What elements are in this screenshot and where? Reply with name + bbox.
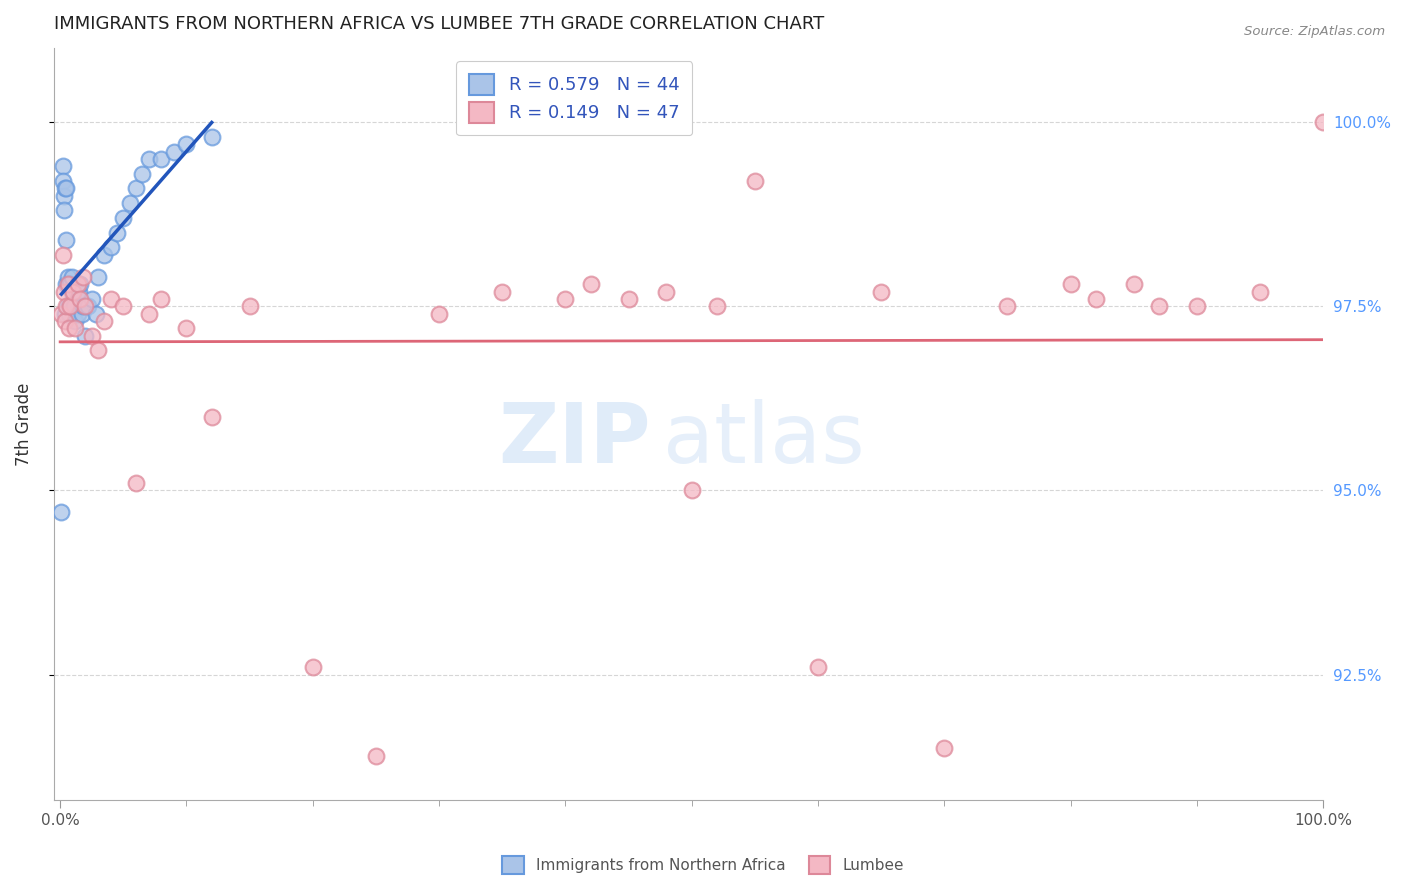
Point: [84, 307, 107, 321]
Point: [60, 285, 83, 299]
Point: [62, 285, 84, 299]
Point: [150, 152, 173, 166]
Legend: Immigrants from Northern Africa, Lumbee: Immigrants from Northern Africa, Lumbee: [496, 850, 910, 880]
Point: [1147, 299, 1170, 313]
Point: [807, 660, 830, 674]
Point: [93, 248, 115, 262]
Point: [72, 269, 94, 284]
Point: [65, 321, 87, 335]
Point: [69, 277, 91, 292]
Legend: R = 0.579   N = 44, R = 0.149   N = 47: R = 0.579 N = 44, R = 0.149 N = 47: [457, 62, 692, 136]
Point: [997, 299, 1019, 313]
Point: [138, 307, 160, 321]
Text: Source: ZipAtlas.com: Source: ZipAtlas.com: [1244, 25, 1385, 38]
Point: [62, 285, 84, 299]
Point: [364, 748, 387, 763]
Point: [58, 321, 80, 335]
Point: [80, 328, 103, 343]
Point: [150, 292, 173, 306]
Point: [176, 321, 198, 335]
Point: [138, 152, 160, 166]
Point: [66, 307, 89, 321]
Point: [125, 476, 148, 491]
Point: [554, 292, 576, 306]
Point: [59, 299, 82, 313]
Point: [60, 269, 83, 284]
Point: [52, 248, 75, 262]
Point: [77, 299, 100, 313]
Point: [56, 277, 79, 292]
Point: [1084, 292, 1107, 306]
Point: [53, 314, 76, 328]
Point: [176, 137, 198, 152]
Point: [65, 314, 87, 328]
Point: [93, 314, 115, 328]
Point: [52, 159, 75, 173]
Point: [59, 277, 82, 292]
Point: [55, 299, 77, 313]
Point: [58, 277, 80, 292]
Point: [56, 269, 79, 284]
Point: [87, 343, 110, 358]
Point: [201, 409, 224, 424]
Point: [59, 299, 82, 313]
Point: [1249, 285, 1271, 299]
Point: [118, 196, 141, 211]
Point: [201, 129, 224, 144]
Y-axis label: 7th Grade: 7th Grade: [15, 383, 32, 466]
Point: [1122, 277, 1144, 292]
Text: atlas: atlas: [664, 399, 865, 480]
Point: [53, 307, 76, 321]
Point: [655, 285, 678, 299]
Point: [55, 277, 77, 292]
Point: [52, 174, 75, 188]
Point: [55, 233, 77, 247]
Point: [239, 299, 262, 313]
Point: [617, 292, 640, 306]
Text: IMMIGRANTS FROM NORTHERN AFRICA VS LUMBEE 7TH GRADE CORRELATION CHART: IMMIGRANTS FROM NORTHERN AFRICA VS LUMBE…: [53, 15, 824, 33]
Point: [52, 285, 75, 299]
Point: [491, 285, 513, 299]
Point: [105, 226, 128, 240]
Point: [67, 285, 90, 299]
Point: [53, 181, 76, 195]
Point: [51, 307, 73, 321]
Point: [1185, 299, 1208, 313]
Point: [112, 299, 135, 313]
Point: [744, 174, 766, 188]
Point: [100, 292, 122, 306]
Text: ZIP: ZIP: [498, 399, 651, 480]
Point: [75, 299, 97, 313]
Point: [58, 307, 80, 321]
Point: [125, 181, 148, 195]
Point: [65, 285, 87, 299]
Point: [112, 211, 135, 225]
Point: [72, 299, 94, 313]
Point: [52, 188, 75, 202]
Point: [100, 240, 122, 254]
Point: [301, 660, 323, 674]
Point: [70, 307, 93, 321]
Point: [1059, 277, 1081, 292]
Point: [87, 269, 110, 284]
Point: [52, 203, 75, 218]
Point: [75, 328, 97, 343]
Point: [681, 483, 703, 498]
Point: [131, 167, 153, 181]
Point: [934, 741, 956, 756]
Point: [51, 506, 73, 520]
Point: [69, 292, 91, 306]
Point: [163, 145, 186, 159]
Point: [870, 285, 893, 299]
Point: [706, 299, 728, 313]
Point: [80, 292, 103, 306]
Point: [66, 277, 89, 292]
Point: [56, 299, 79, 313]
Point: [579, 277, 602, 292]
Point: [63, 299, 86, 313]
Point: [55, 181, 77, 195]
Point: [1312, 115, 1334, 129]
Point: [427, 307, 450, 321]
